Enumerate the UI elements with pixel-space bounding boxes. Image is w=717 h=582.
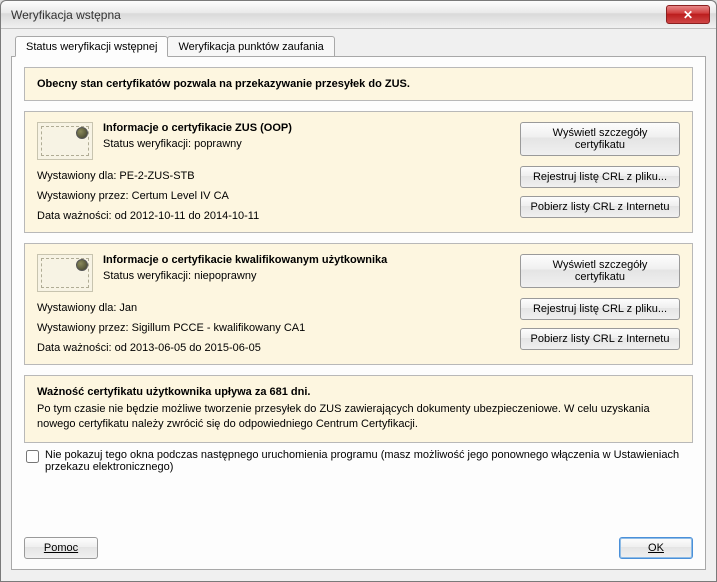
help-button[interactable]: Pomoc (24, 537, 98, 559)
status-banner-text: Obecny stan certyfikatów pozwala na prze… (37, 78, 410, 90)
cert-body: Wystawiony dla: PE-2-ZUS-STB Wystawiony … (37, 166, 680, 222)
tab-panel: Obecny stan certyfikatów pozwala na prze… (11, 56, 706, 570)
cert-register-crl-button[interactable]: Rejestruj listę CRL z pliku... (520, 298, 680, 320)
cert-register-crl-button[interactable]: Rejestruj listę CRL z pliku... (520, 166, 680, 188)
cert-left: Wystawiony dla: Jan Wystawiony przez: Si… (37, 298, 510, 354)
status-banner: Obecny stan certyfikatów pozwala na prze… (24, 67, 693, 101)
cert-right: Rejestruj listę CRL z pliku... Pobierz l… (520, 166, 680, 222)
cert-issued-by: Wystawiony przez: Sigillum PCCE - kwalif… (37, 322, 510, 334)
cert-status: Status weryfikacji: poprawny (103, 138, 510, 150)
ok-button[interactable]: OK (619, 537, 693, 559)
dont-show-label: Nie pokazuj tego okna podczas następnego… (45, 449, 693, 473)
cert-validity: Data ważności: od 2013-06-05 do 2015-06-… (37, 342, 510, 354)
cert-download-crl-button[interactable]: Pobierz listy CRL z Internetu (520, 328, 680, 350)
cert-validity: Data ważności: od 2012-10-11 do 2014-10-… (37, 210, 510, 222)
cert-title-col: Informacje o certyfikacie kwalifikowanym… (103, 254, 510, 282)
client-area: Status weryfikacji wstępnej Weryfikacja … (1, 29, 716, 581)
cert-box-user: Informacje o certyfikacie kwalifikowanym… (24, 243, 693, 365)
cert-header-buttons: Wyświetl szczegóły certyfikatu (520, 254, 680, 288)
cert-header: Informacje o certyfikacie ZUS (OOP) Stat… (37, 122, 680, 160)
expiry-box: Ważność certyfikatu użytkownika upływa z… (24, 375, 693, 443)
dont-show-row: Nie pokazuj tego okna podczas następnego… (26, 449, 693, 473)
cert-header: Informacje o certyfikacie kwalifikowanym… (37, 254, 680, 292)
footer: Pomoc OK (24, 537, 693, 559)
cert-status: Status weryfikacji: niepoprawny (103, 270, 510, 282)
cert-issued-for: Wystawiony dla: Jan (37, 302, 510, 314)
cert-details-button[interactable]: Wyświetl szczegóły certyfikatu (520, 122, 680, 156)
cert-body: Wystawiony dla: Jan Wystawiony przez: Si… (37, 298, 680, 354)
cert-left: Wystawiony dla: PE-2-ZUS-STB Wystawiony … (37, 166, 510, 222)
dont-show-checkbox[interactable] (26, 450, 39, 463)
cert-title: Informacje o certyfikacie kwalifikowanym… (103, 254, 510, 266)
cert-download-crl-button[interactable]: Pobierz listy CRL z Internetu (520, 196, 680, 218)
certificate-icon (37, 254, 93, 292)
tab-trustpoints[interactable]: Weryfikacja punktów zaufania (167, 36, 334, 57)
close-button[interactable]: ✕ (666, 5, 710, 24)
cert-title: Informacje o certyfikacie ZUS (OOP) (103, 122, 510, 134)
ok-button-label: OK (648, 542, 664, 554)
help-button-label: Pomoc (44, 542, 78, 554)
cert-issued-by: Wystawiony przez: Certum Level IV CA (37, 190, 510, 202)
cert-right: Rejestruj listę CRL z pliku... Pobierz l… (520, 298, 680, 354)
cert-title-col: Informacje o certyfikacie ZUS (OOP) Stat… (103, 122, 510, 150)
expiry-title: Ważność certyfikatu użytkownika upływa z… (37, 386, 680, 398)
window-title: Weryfikacja wstępna (11, 8, 666, 22)
expiry-body: Po tym czasie nie będzie możliwe tworzen… (37, 402, 680, 432)
close-icon: ✕ (683, 8, 693, 22)
cert-issued-for: Wystawiony dla: PE-2-ZUS-STB (37, 170, 510, 182)
tabstrip: Status weryfikacji wstępnej Weryfikacja … (15, 35, 706, 56)
dialog-window: Weryfikacja wstępna ✕ Status weryfikacji… (0, 0, 717, 582)
certificate-icon (37, 122, 93, 160)
cert-header-buttons: Wyświetl szczegóły certyfikatu (520, 122, 680, 156)
cert-box-zus: Informacje o certyfikacie ZUS (OOP) Stat… (24, 111, 693, 233)
tab-status[interactable]: Status weryfikacji wstępnej (15, 36, 168, 57)
titlebar: Weryfikacja wstępna ✕ (1, 1, 716, 29)
cert-details-button[interactable]: Wyświetl szczegóły certyfikatu (520, 254, 680, 288)
